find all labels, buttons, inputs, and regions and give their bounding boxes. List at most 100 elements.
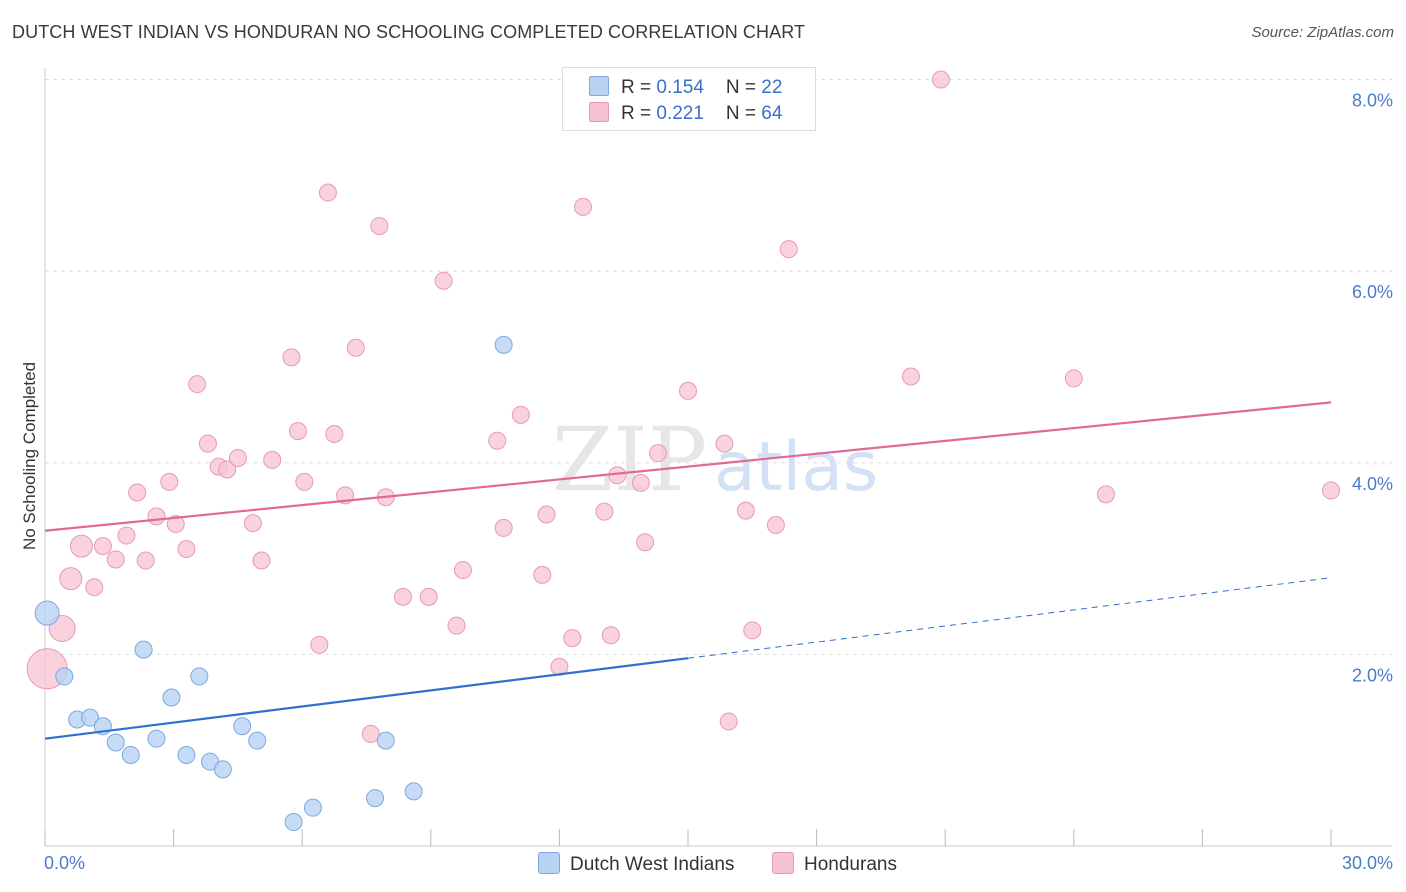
honduran-point [228,448,247,467]
legend-n-label: N = [725,103,762,124]
dutch-west-indian-point [147,729,166,748]
honduran-point [69,534,93,558]
honduran-point [595,502,614,521]
honduran-point [419,587,438,606]
dutch-west-indian-point [248,731,267,750]
dutch-west-indian-trend-extension [687,577,1332,659]
honduran-point [295,472,314,491]
bottom-legend-label: Dutch West Indians [570,854,735,875]
legend-row-hondurans: R = 0.221 N = 64 [589,102,782,126]
dutch-west-indians-points [34,335,513,832]
bottom-legend-hondurans[interactable]: Hondurans [772,852,897,876]
dutch-west-indian-point [134,640,153,659]
honduran-point [533,565,552,584]
dutch-west-indian-point [34,600,60,626]
dutch-west-indian-point [366,789,385,808]
dutch-west-indian-point [55,667,74,686]
honduran-point [679,381,697,400]
honduran-point [719,712,738,731]
legend-n-label: N = [725,77,762,98]
honduran-point [1096,485,1115,504]
honduran-point [736,501,755,520]
honduran-point [325,425,344,444]
honduran-point [318,183,337,202]
gridlines [45,79,1392,655]
honduran-point [488,431,507,450]
dutch-west-indian-point [177,745,196,764]
y-tick-label: 4.0% [1352,474,1393,494]
dutch-west-indian-point [106,733,125,752]
x-tick-labels: 0.0% 30.0% [44,853,1393,873]
honduran-point [243,514,262,533]
honduran-point [537,505,556,524]
honduran-point [282,348,301,367]
dutch-west-indian-point [376,731,395,750]
honduran-point [177,539,196,558]
honduran-point [931,70,950,89]
chart-source: Source: ZipAtlas.com [1251,24,1394,41]
bottom-legend-label: Hondurans [804,854,897,875]
dutch-west-indian-trend-line [44,657,689,740]
honduran-point [573,197,592,216]
watermark-atlas: atlas [714,428,878,507]
honduran-point [563,629,582,648]
dutch-west-indian-point [404,782,423,801]
honduran-point [636,533,655,552]
legend-r-value: 0.221 [656,103,704,124]
dutch-west-indian-point [81,708,100,727]
x-tick-label-min: 0.0% [44,853,85,873]
legend-swatch-pink [589,102,609,122]
honduran-point [361,724,380,743]
trend-lines [44,401,1332,740]
honduran-point [188,375,207,394]
honduran-point [901,367,920,386]
y-axis-label: No Schooling Completed [20,362,39,550]
dutch-west-indian-point [233,717,252,736]
dutch-west-indian-point [213,760,232,779]
honduran-point [198,434,217,453]
honduran-point [59,567,83,591]
y-tick-label: 2.0% [1352,665,1393,685]
honduran-point [1322,481,1340,500]
honduran-point [648,444,667,463]
honduran-point [453,561,472,580]
honduran-trend-line [44,401,1332,532]
legend-n-value: 64 [761,103,783,124]
dutch-west-indian-point [121,745,140,764]
dutch-west-indian-point [284,813,303,832]
hondurans-points [26,70,1340,743]
honduran-point [779,240,798,259]
honduran-point [511,405,530,424]
honduran-point [85,578,104,597]
honduran-point [631,473,650,492]
legend-n-value: 22 [761,77,783,98]
honduran-point [766,516,785,535]
dutch-west-indian-point [303,798,322,817]
honduran-point [1064,369,1083,388]
honduran-point [393,587,412,606]
x-tick-label-max: 30.0% [1342,853,1393,873]
y-tick-label: 6.0% [1352,282,1393,302]
honduran-point [117,526,136,545]
honduran-point [252,551,271,570]
y-tick-labels: 2.0% 4.0% 6.0% 8.0% [1352,91,1393,686]
dutch-west-indian-point [162,688,181,707]
honduran-point [601,626,620,645]
honduran-point [263,450,282,469]
honduran-point [106,550,125,569]
bottom-legend-dutch-west-indians[interactable]: Dutch West Indians [538,852,734,876]
honduran-point [494,518,513,537]
honduran-point [715,434,734,453]
honduran-point [288,422,307,441]
bottom-legend-swatch-blue [538,852,560,874]
honduran-point [434,271,453,290]
honduran-point [160,472,179,491]
honduran-point [743,621,762,640]
legend-r-label: R = [621,77,657,98]
honduran-point [310,635,329,654]
legend-r-label: R = [621,103,657,124]
honduran-point [166,515,185,534]
watermark: ZIP atlas [552,408,878,511]
honduran-point [346,338,365,357]
honduran-point [128,483,147,502]
